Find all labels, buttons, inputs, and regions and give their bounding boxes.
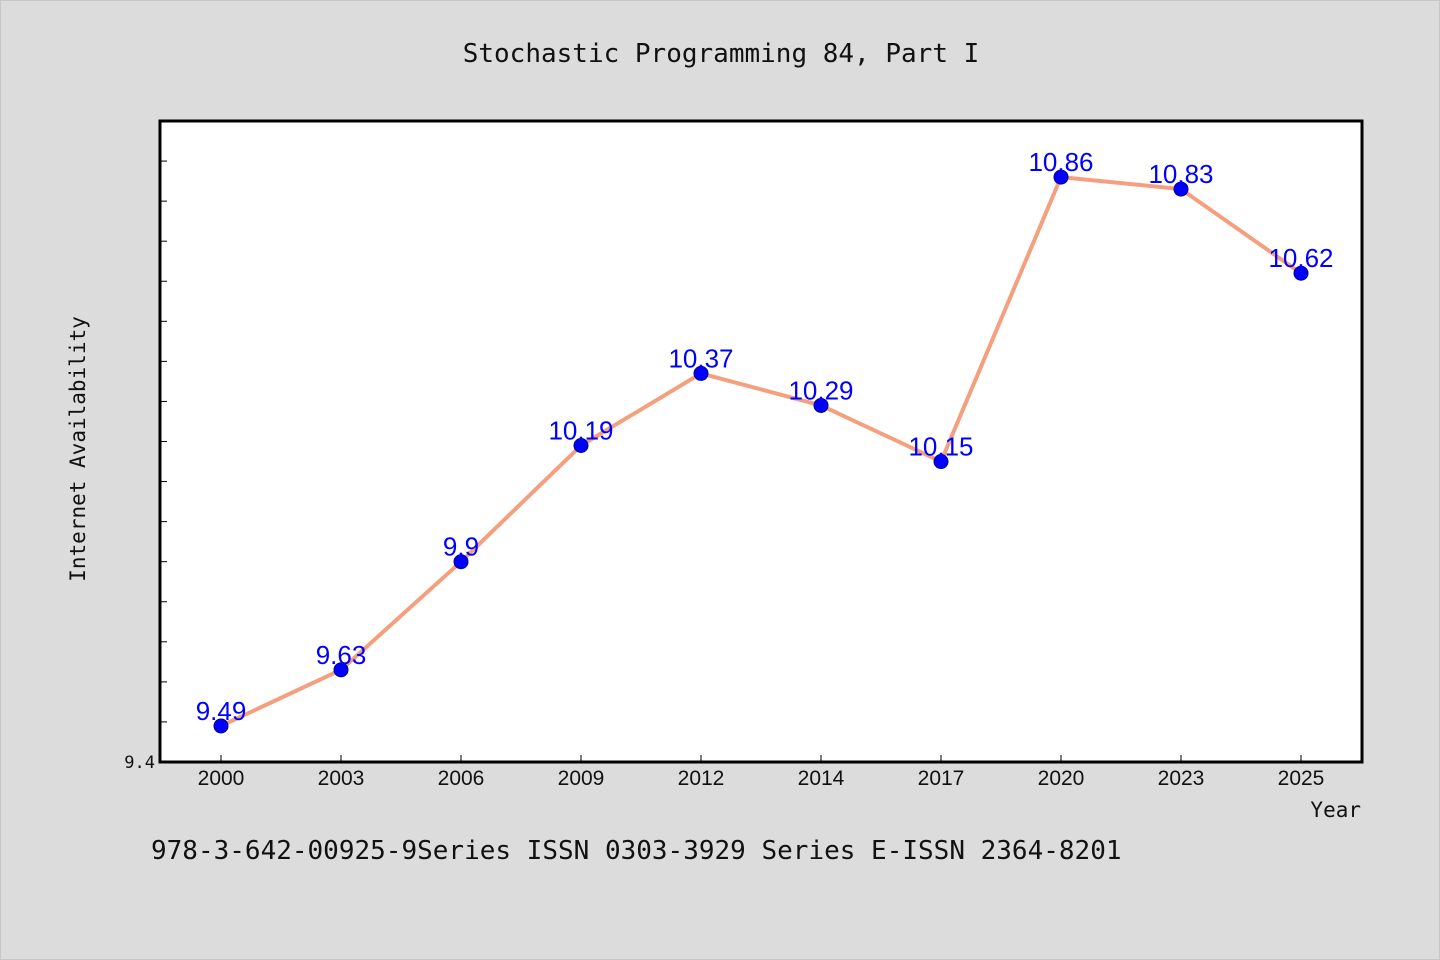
data-label: 10.19 [548,416,613,446]
data-point [333,662,349,678]
x-tick-label: 2003 [318,767,365,790]
data-label: 10.15 [908,432,973,462]
data-point [693,365,709,381]
x-tick-label: 2025 [1278,767,1325,790]
footer-isbn-text: 978-3-642-00925-9Series ISSN 0303-3929 S… [151,836,1122,866]
x-tick-label: 2020 [1038,767,1085,790]
x-tick-label: 2014 [798,767,845,790]
y-tick-label: 9.4 [124,753,155,773]
data-label: 10.37 [668,343,733,373]
data-point [573,438,589,454]
plot-area [158,119,1364,764]
data-point [1293,265,1309,281]
data-label: 10.86 [1028,147,1093,177]
data-point [1173,181,1189,197]
data-point [453,554,469,570]
data-label: 10.29 [788,375,853,405]
data-label: 10.62 [1268,243,1333,273]
x-axis-ticks: 2000 2003 2006 2009 2012 2014 2017 2020 2023 2025 [198,755,1325,790]
chart-title: Stochastic Programming 84, Part I [463,39,980,69]
data-label: 9.9 [443,532,479,562]
x-tick-label: 2000 [198,767,245,790]
x-tick-label: 2012 [678,767,725,790]
y-axis-ticks: 9.4 [124,120,167,773]
series-line [220,175,1303,728]
x-tick-label: 2006 [438,767,485,790]
data-label: 9.49 [196,696,247,726]
series-line-group [220,175,1303,728]
data-labels: 9.49 9.63 9.9 10.19 10.37 10.29 10.15 10.86 10.8… [196,147,1334,726]
data-point [813,397,829,413]
data-point [933,454,949,470]
data-point [1053,169,1069,185]
x-axis-label: Year [1310,798,1361,822]
x-tick-label: 2009 [558,767,605,790]
x-tick-label: 2023 [1158,767,1205,790]
x-tick-label: 2017 [918,767,965,790]
data-label: 10.83 [1148,159,1213,189]
data-point [213,718,229,734]
y-axis-label: Internet Availability [66,316,90,582]
data-points [213,169,1309,734]
data-label: 9.63 [316,640,367,670]
